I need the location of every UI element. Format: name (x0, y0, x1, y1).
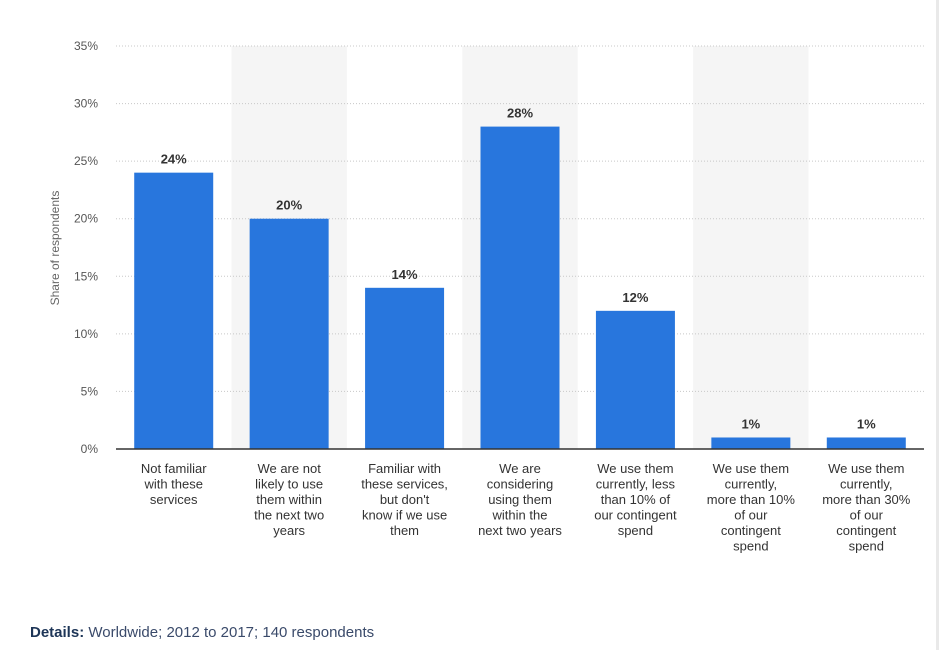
data-label: 12% (622, 290, 648, 305)
x-tick-label-line: next two years (478, 523, 562, 538)
x-tick-label-line: currently, (725, 477, 778, 492)
y-tick-label: 35% (74, 39, 98, 53)
x-tick-label-line: more than 10% (707, 492, 796, 507)
x-tick-label: Familiar with these services, but don't kno… (361, 461, 448, 538)
x-tick-label-line: We use them (713, 461, 789, 476)
bar (480, 126, 560, 449)
x-tick-label-line: likely to use (255, 477, 323, 492)
x-tick-label-line: the next two (254, 508, 324, 523)
y-tick-label: 15% (74, 269, 98, 283)
x-tick-label-line: know if we use (362, 508, 447, 523)
x-tick-label: Not familiar with these services (141, 461, 207, 507)
details-text: Worldwide; 2012 to 2017; 140 respondents (88, 624, 375, 641)
x-tick-label: We use them currently, more than 10% of our… (707, 461, 796, 554)
data-label: 20% (276, 198, 302, 213)
details-note: Details: Worldwide; 2012 to 2017; 140 re… (30, 624, 374, 641)
data-label: 28% (507, 106, 533, 121)
x-tick-label-line: our contingent (594, 508, 677, 523)
bar (249, 218, 329, 449)
x-tick-label-line: but don't (380, 492, 430, 507)
x-tick-label-line: of our (850, 508, 884, 523)
bar (711, 437, 791, 449)
x-tick-label-line: spend (849, 539, 884, 554)
x-tick-label-line: years (273, 523, 305, 538)
background-band (693, 46, 809, 449)
details-label: Details: (30, 624, 85, 641)
bar (595, 310, 675, 449)
bar (365, 287, 445, 449)
x-tick-label-line: more than 30% (822, 492, 911, 507)
bar (826, 437, 906, 449)
x-tick-label-line: We use them (828, 461, 904, 476)
x-tick-label-line: contingent (721, 523, 781, 538)
x-tick-label-line: spend (733, 539, 768, 554)
bar-chart-svg: 0%5%10%15%20%25%30%35%24%Not familiar wit… (74, 39, 924, 554)
x-tick-label-line: them within (256, 492, 322, 507)
x-tick-label-line: We are not (257, 461, 321, 476)
x-tick-label-line: Not familiar (141, 461, 207, 476)
x-tick-label-line: We are (499, 461, 541, 476)
chart: 0% 5% 10% 15% 20% 25% 30% 35% 24% Not familiar wit… (48, 39, 924, 554)
y-tick-label: 10% (74, 327, 98, 341)
y-tick-label: 30% (74, 97, 98, 111)
x-tick-label-line: of our (734, 508, 768, 523)
x-tick-label-line: these services, (361, 477, 448, 492)
x-tick-label: We use them currently, more than 30% of our… (822, 461, 911, 554)
x-tick-label-line: considering (487, 477, 554, 492)
data-label: 1% (741, 416, 760, 431)
x-tick-label-line: We use them (597, 461, 673, 476)
x-tick-label-line: within the (492, 508, 548, 523)
x-tick-label-line: using them (488, 492, 552, 507)
bar (134, 172, 214, 449)
data-label: 24% (161, 152, 187, 167)
y-axis-label: Share of respondents (48, 190, 62, 306)
y-tick-label: 5% (81, 384, 99, 398)
y-tick-label: 0% (81, 442, 99, 456)
x-tick-label: We are considering using them within the nex… (478, 461, 562, 538)
x-tick-label-line: than 10% of (601, 492, 671, 507)
x-tick-label-line: Familiar with (368, 461, 441, 476)
data-label: 14% (392, 267, 418, 282)
x-tick-label: We are not likely to use them within the ne… (254, 461, 324, 538)
x-tick-label: We use them currently, less than 10% of our… (594, 461, 677, 538)
x-tick-label-line: with these (143, 477, 203, 492)
y-tick-label: 25% (74, 154, 98, 168)
x-tick-label-line: them (390, 523, 419, 538)
x-tick-label-line: currently, less (596, 477, 676, 492)
x-tick-label-line: currently, (840, 477, 893, 492)
x-tick-label-line: contingent (836, 523, 896, 538)
y-tick-label: 20% (74, 212, 98, 226)
x-tick-label-line: services (150, 492, 198, 507)
data-label: 1% (857, 416, 876, 431)
scroll-edge (936, 0, 939, 650)
x-tick-label-line: spend (618, 523, 653, 538)
